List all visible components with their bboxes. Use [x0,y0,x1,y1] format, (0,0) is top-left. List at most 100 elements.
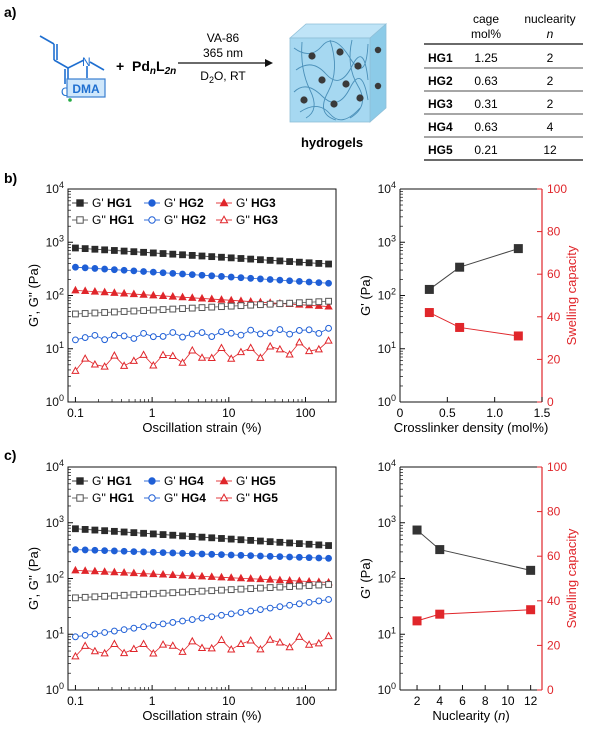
gprime-point [526,565,536,575]
y-tick-label: 101 [378,625,396,641]
y2-tick-label: 20 [547,352,561,366]
data-point [139,569,148,577]
data-point [159,306,167,313]
gprime-point [455,262,465,272]
data-point [305,298,313,306]
data-point [246,343,255,351]
data-point [120,626,128,634]
data-point [90,287,100,295]
data-point [227,254,235,262]
y-tick-label: 104 [378,458,396,474]
data-point [217,635,226,643]
data-point [169,329,177,336]
data-point [227,645,236,653]
data-point [218,535,225,542]
data-point [179,305,186,312]
dma-structure [39,35,105,84]
x-tick-label: 1.0 [486,406,503,420]
data-point [130,624,138,632]
data-point [285,576,294,584]
data-point [227,586,235,594]
x-tick-label: 10 [222,694,236,708]
data-point [236,639,246,647]
gprime-point [424,284,434,294]
data-point [295,327,303,334]
data-point [110,288,119,296]
y-axis-label: G', G'' (Pa) [26,547,41,610]
hydrogel-cube [288,23,388,123]
y-tick-label: 100 [378,681,396,697]
legend-label: G' HG3 [236,196,276,210]
data-point [140,307,147,314]
x-tick-label: 4 [436,694,443,708]
legend-marker [148,216,156,224]
data-point [72,594,79,602]
data-point [286,330,294,338]
y-tick-label: 101 [46,340,64,356]
data-point [286,601,294,609]
data-point [325,324,332,332]
data-point [227,610,235,618]
data-point [168,292,177,300]
data-point [198,304,206,312]
data-point [295,632,304,640]
data-point [91,546,99,554]
data-point [72,244,79,252]
data-point [227,573,236,581]
data-point [237,585,245,593]
data-point [159,549,167,557]
data-point [257,256,264,264]
data-point [295,277,303,285]
data-point [149,360,158,369]
data-point [325,554,332,562]
data-point [140,548,147,556]
data-point [188,271,196,278]
data-point [81,264,89,272]
data-point [218,551,225,559]
x-tick-label: 10 [222,406,236,420]
data-point [198,587,206,595]
data-point [158,350,168,359]
data-point [100,648,109,657]
data-point [247,301,255,309]
data-point [91,331,99,339]
data-point [295,600,303,608]
data-point [110,331,118,339]
amide-bond [67,59,85,69]
data-point [198,252,206,260]
data-point [198,329,206,336]
y2-tick-label: 40 [547,310,561,324]
x-tick-label: 12 [524,694,538,708]
cage-formula: PdnL2n [132,58,176,77]
data-point [188,330,196,338]
data-point [129,568,138,577]
data-point [90,359,100,368]
data-point [188,571,197,579]
x-tick-label: 6 [459,694,466,708]
data-point [179,549,186,557]
data-point [140,590,147,598]
data-point [247,536,255,544]
legend-marker [219,493,229,502]
data-point [101,309,109,316]
legend-label: G'' HG1 [92,213,134,227]
data-point [119,361,129,369]
table-row-cage: 0.63 [474,120,498,134]
data-point [72,525,79,533]
data-point [227,354,236,362]
data-point [100,287,109,296]
data-point [139,639,148,648]
table-header-n: n [547,27,554,41]
data-point [197,293,207,302]
legend-label: G'' HG1 [92,491,134,505]
data-point [266,300,274,308]
legend-marker [76,494,84,502]
dma-label: DMA [72,82,100,96]
legend-label: G'' HG2 [164,213,206,227]
data-point [188,251,196,259]
x-tick-label: 1 [149,406,156,420]
gprime-point [412,525,422,535]
table-row-name: HG5 [428,143,453,157]
data-point [188,588,196,596]
data-point [237,331,245,339]
